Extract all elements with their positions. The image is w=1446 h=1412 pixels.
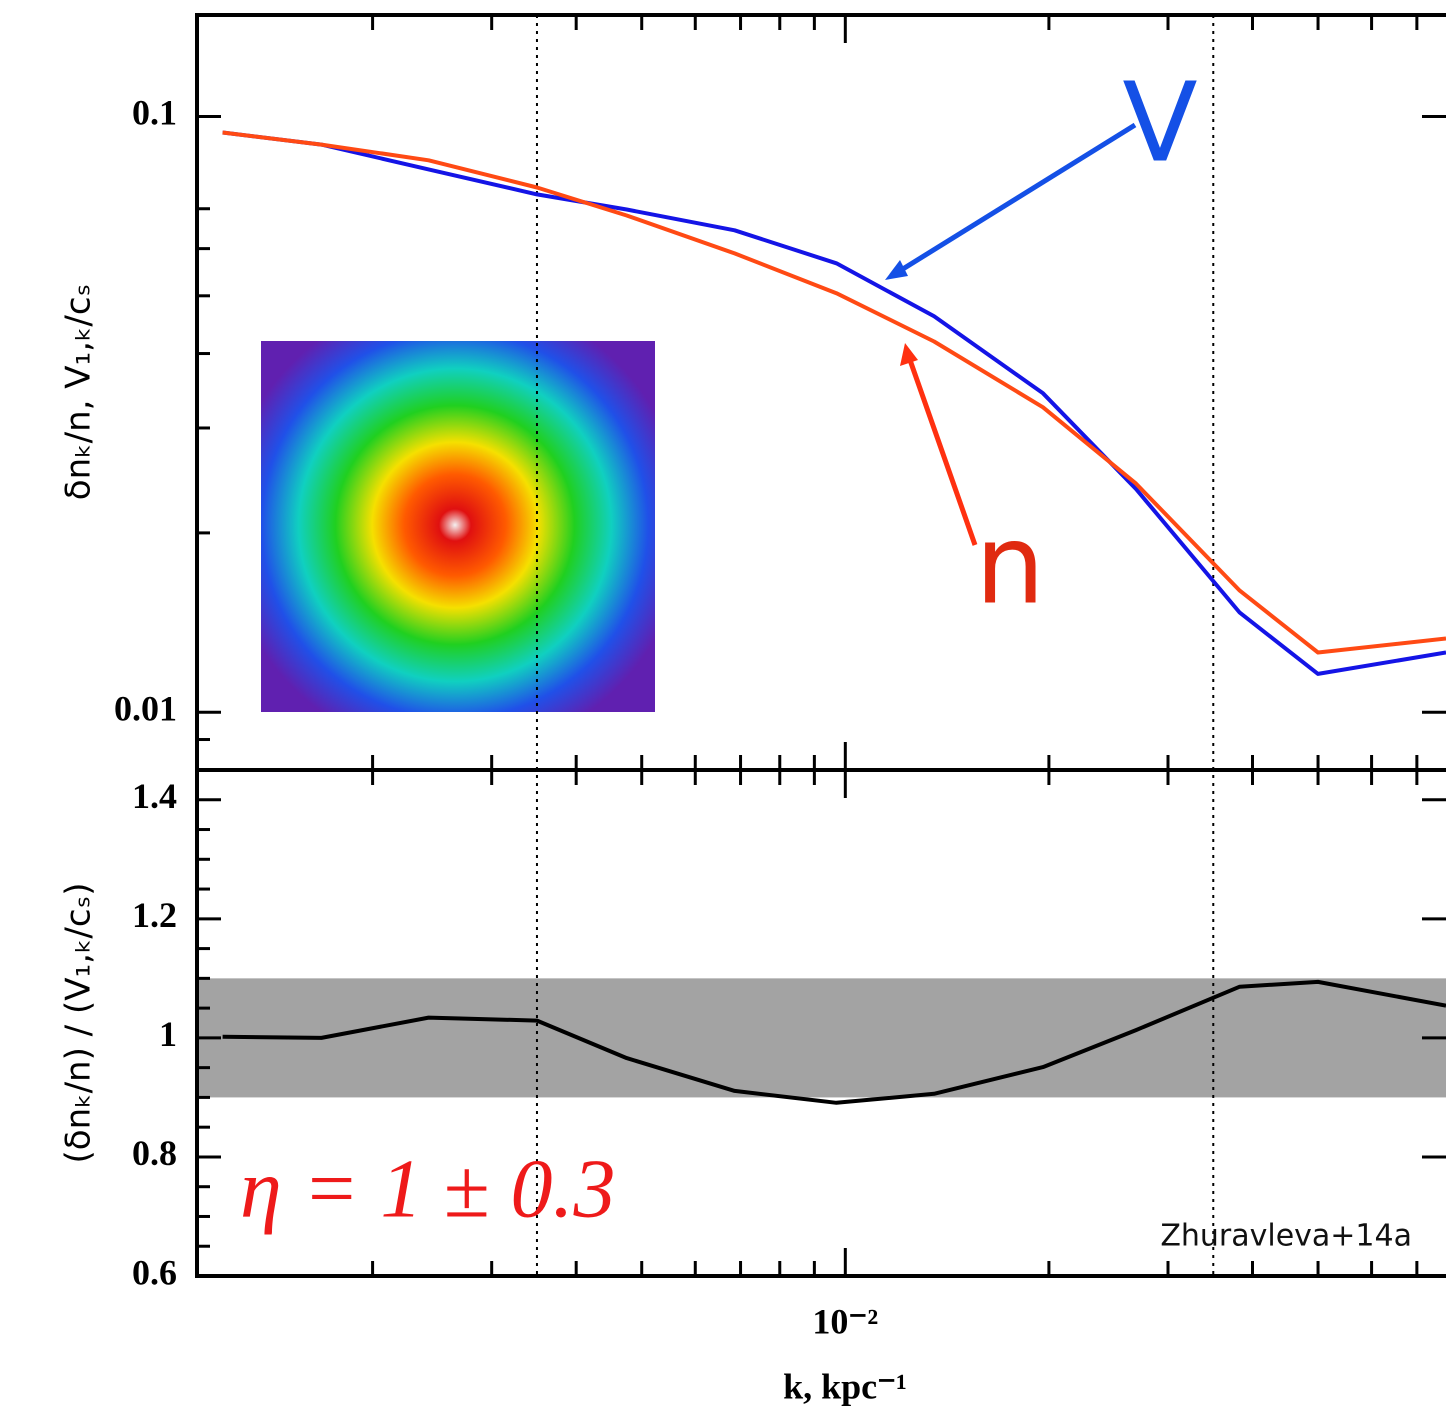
y-tick-label: 0.8 [132,1133,177,1173]
arrow-head [900,343,918,366]
series-line [222,979,1446,1105]
y-tick-label: 0.01 [114,689,177,729]
inset-image [261,341,655,712]
y-tick-label: 0.1 [132,93,177,133]
frame [195,13,1446,1278]
series-line [222,130,1446,676]
x-axis-label: k, kpc⁻¹ [783,1366,907,1406]
y-tick-label: 0.6 [132,1252,177,1292]
series-line [222,130,1446,655]
x-tick-label: 10⁻² [812,1301,878,1341]
y-tick-label: 1 [159,1014,177,1054]
annotation: Zhuravleva+14a [1160,1219,1412,1254]
plot-area: 0.1 0.01 1.4 1.2 1 0.8 0.6 10⁻² [114,13,1446,1341]
series-label: V [1122,58,1197,186]
series-label: n [975,500,1045,628]
arrow-head [885,260,908,280]
arrow [896,122,1137,275]
band [197,978,1446,1098]
y-tick-label: 1.2 [132,895,177,935]
annotation: η = 1 ± 0.3 [240,1142,615,1235]
y-axis-label: (δnₖ/n) / (V₁,ₖ/cₛ) [59,883,99,1164]
y-axis-label: δnₖ/n, V₁,ₖ/cₛ [59,284,99,500]
arrow [907,359,978,546]
y-tick-label: 1.4 [132,776,177,816]
